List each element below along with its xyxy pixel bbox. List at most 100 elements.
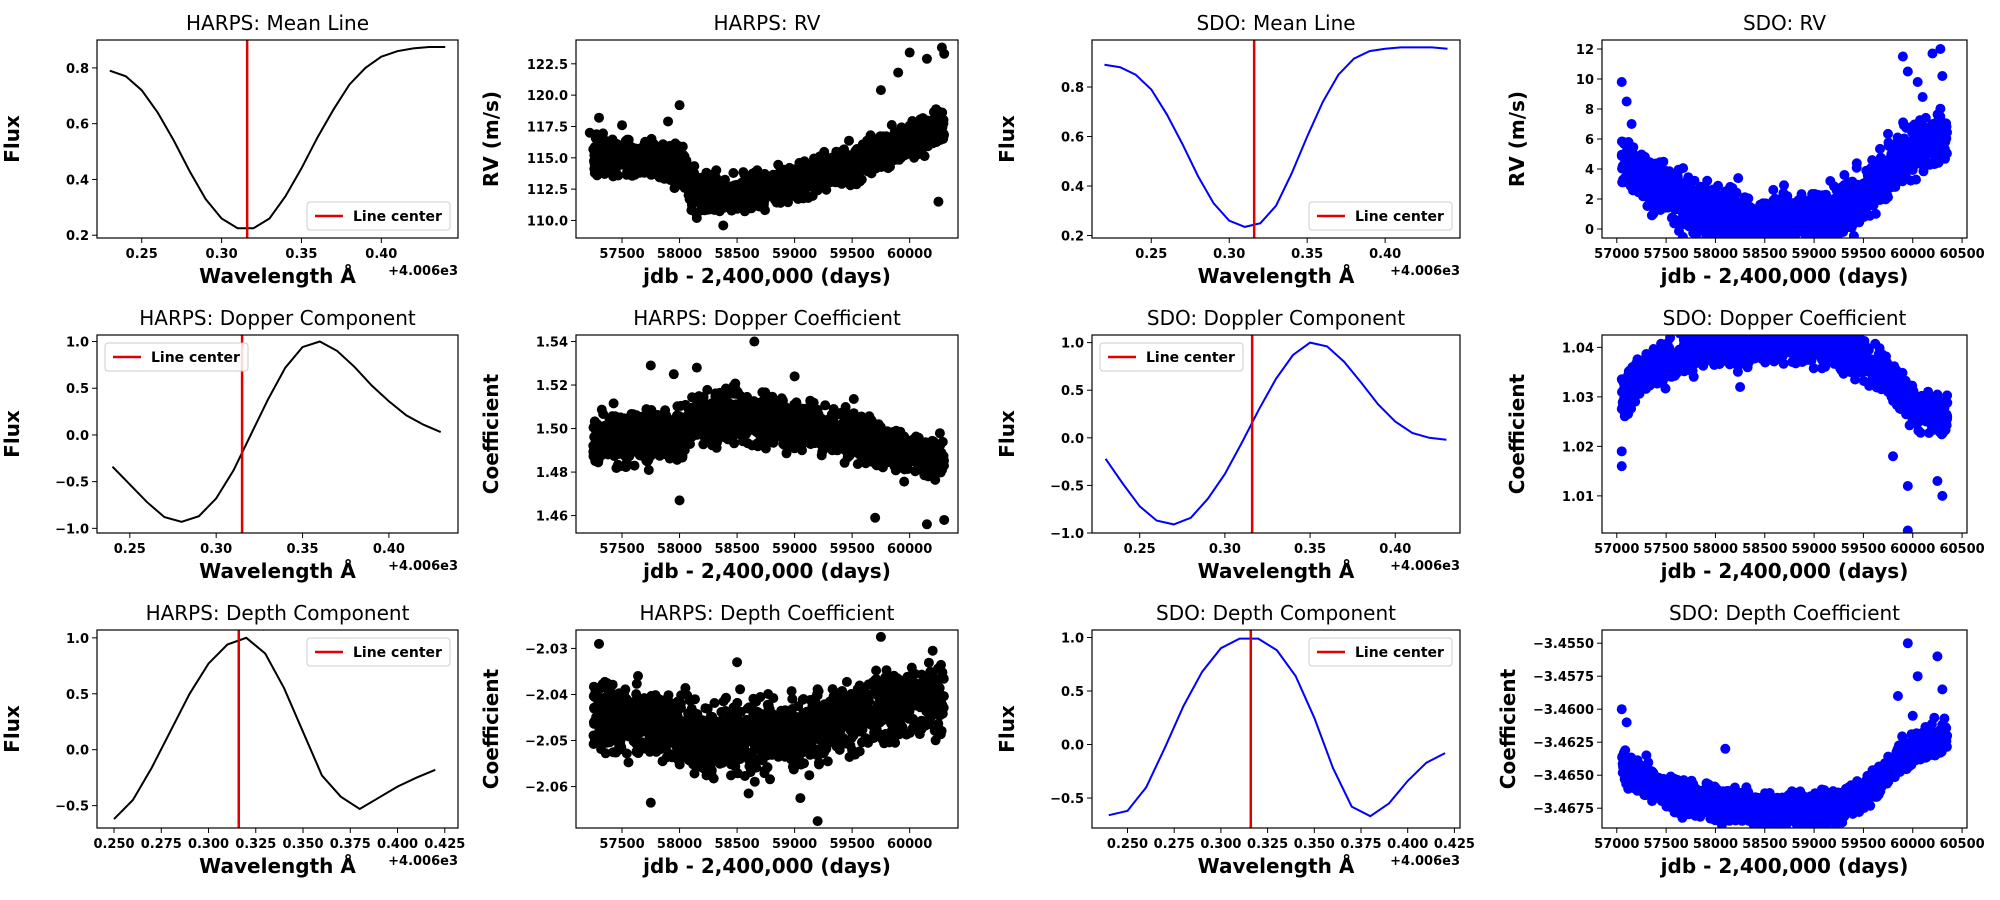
scatter-point xyxy=(592,140,603,151)
y-tick-label: 1.52 xyxy=(536,379,568,394)
plot-area xyxy=(1104,40,1448,238)
plot-frame xyxy=(96,39,459,239)
scatter-point xyxy=(1940,153,1950,164)
y-tick-label: 1.48 xyxy=(536,466,568,481)
scatter-point xyxy=(907,452,918,463)
scatter-point xyxy=(837,418,848,429)
scatter-point xyxy=(702,384,713,395)
scatter-point xyxy=(1679,207,1690,218)
x-tick-label: 60000 xyxy=(887,542,932,557)
x-tick-label: 0.25 xyxy=(1135,247,1167,262)
scatter-point xyxy=(1725,184,1736,195)
scatter-point xyxy=(1773,194,1784,205)
scatter-point xyxy=(845,175,856,186)
scatter-point xyxy=(639,164,650,175)
scatter-point xyxy=(1846,182,1857,193)
scatter-outlier-point xyxy=(893,67,904,78)
scatter-point xyxy=(724,387,735,398)
scatter-outlier-point xyxy=(594,112,605,123)
scatter-point xyxy=(927,132,938,143)
y-tick-label: 1.54 xyxy=(536,336,568,351)
scatter-point xyxy=(801,174,812,185)
scatter-point xyxy=(671,169,682,180)
scatter-point xyxy=(704,434,715,445)
scatter-point xyxy=(646,405,657,415)
scatter-point xyxy=(936,120,947,131)
scatter-point xyxy=(1774,231,1784,238)
chart-title: SDO: RV xyxy=(1743,11,1826,35)
scatter-point xyxy=(610,165,621,176)
scatter-point xyxy=(1888,181,1898,192)
scatter-outlier-point xyxy=(691,212,702,223)
scatter-point xyxy=(1804,237,1811,238)
scatter-point xyxy=(733,413,744,424)
y-tick-label: 12 xyxy=(1576,43,1594,58)
legend: Line center xyxy=(1308,201,1453,231)
x-tick-label: 58000 xyxy=(1693,247,1738,262)
x-tick-label: 57000 xyxy=(1594,247,1639,262)
y-tick-label: 0.5 xyxy=(66,382,89,397)
y-tick-label: 10 xyxy=(1576,73,1594,88)
x-tick-label: 0.35 xyxy=(285,247,317,262)
scatter-point xyxy=(742,391,752,402)
scatter-point xyxy=(752,397,763,408)
y-tick-label: 0.2 xyxy=(66,229,89,244)
legend-label: Line center xyxy=(151,350,240,366)
scatter-outlier-point xyxy=(1621,96,1632,107)
scatter-point xyxy=(916,459,926,470)
x-tick-label: 59500 xyxy=(830,247,875,262)
scatter-point xyxy=(1883,174,1894,185)
scatter-point xyxy=(1922,124,1933,135)
scatter-point xyxy=(855,435,866,446)
scatter-point xyxy=(656,162,667,173)
y-tick-label: 1.0 xyxy=(1061,337,1084,352)
scatter-point xyxy=(1738,204,1749,215)
chart-title: SDO: Mean Line xyxy=(1196,11,1355,35)
scatter-point xyxy=(798,414,809,425)
scatter-point xyxy=(791,164,802,174)
scatter-point xyxy=(1686,222,1697,233)
scatter-point xyxy=(809,433,820,444)
scatter-point xyxy=(1854,187,1865,198)
scatter-point xyxy=(864,148,875,159)
scatter-point xyxy=(1855,201,1866,212)
scatter-point xyxy=(867,457,878,468)
scatter-point xyxy=(1633,187,1644,198)
scatter-point xyxy=(898,131,909,142)
x-tick-label: 60000 xyxy=(887,247,932,262)
scatter-point xyxy=(725,429,736,440)
scatter-point xyxy=(648,161,659,172)
scatter-point xyxy=(768,169,779,180)
scatter-point xyxy=(775,197,786,208)
legend-label: Line center xyxy=(353,209,442,225)
scatter-point xyxy=(1882,155,1893,166)
x-axis-label: Wavelength Å xyxy=(199,264,356,288)
scatter-point xyxy=(777,401,788,411)
chart-title: SDO: Dopper Coefficient xyxy=(1663,306,1907,330)
x-offset-label: +4.006e3 xyxy=(388,559,458,574)
scatter-point xyxy=(1851,158,1862,169)
scatter-point xyxy=(801,191,812,202)
scatter-point xyxy=(671,150,682,161)
chart-title: HARPS: Dopper Coefficient xyxy=(633,306,901,330)
scatter-point xyxy=(1649,171,1659,182)
scatter-point xyxy=(1689,195,1700,206)
scatter-point xyxy=(1731,229,1741,238)
legend-label: Line center xyxy=(1355,209,1444,225)
scatter-point xyxy=(1866,182,1877,192)
y-tick-label: 8 xyxy=(1585,103,1594,118)
scatter-point xyxy=(1707,207,1718,218)
scatter-outlier-point xyxy=(674,100,685,111)
y-axis-label: Flux xyxy=(995,115,1019,163)
scatter-point xyxy=(808,420,819,431)
scatter-point xyxy=(595,423,606,434)
scatter-point xyxy=(660,449,671,460)
scatter-point xyxy=(867,164,878,175)
scatter-point xyxy=(643,426,654,437)
scatter-point xyxy=(1677,191,1688,202)
scatter-point xyxy=(1672,168,1683,179)
y-tick-label: 0.4 xyxy=(1061,180,1084,195)
scatter-point xyxy=(1659,198,1670,209)
